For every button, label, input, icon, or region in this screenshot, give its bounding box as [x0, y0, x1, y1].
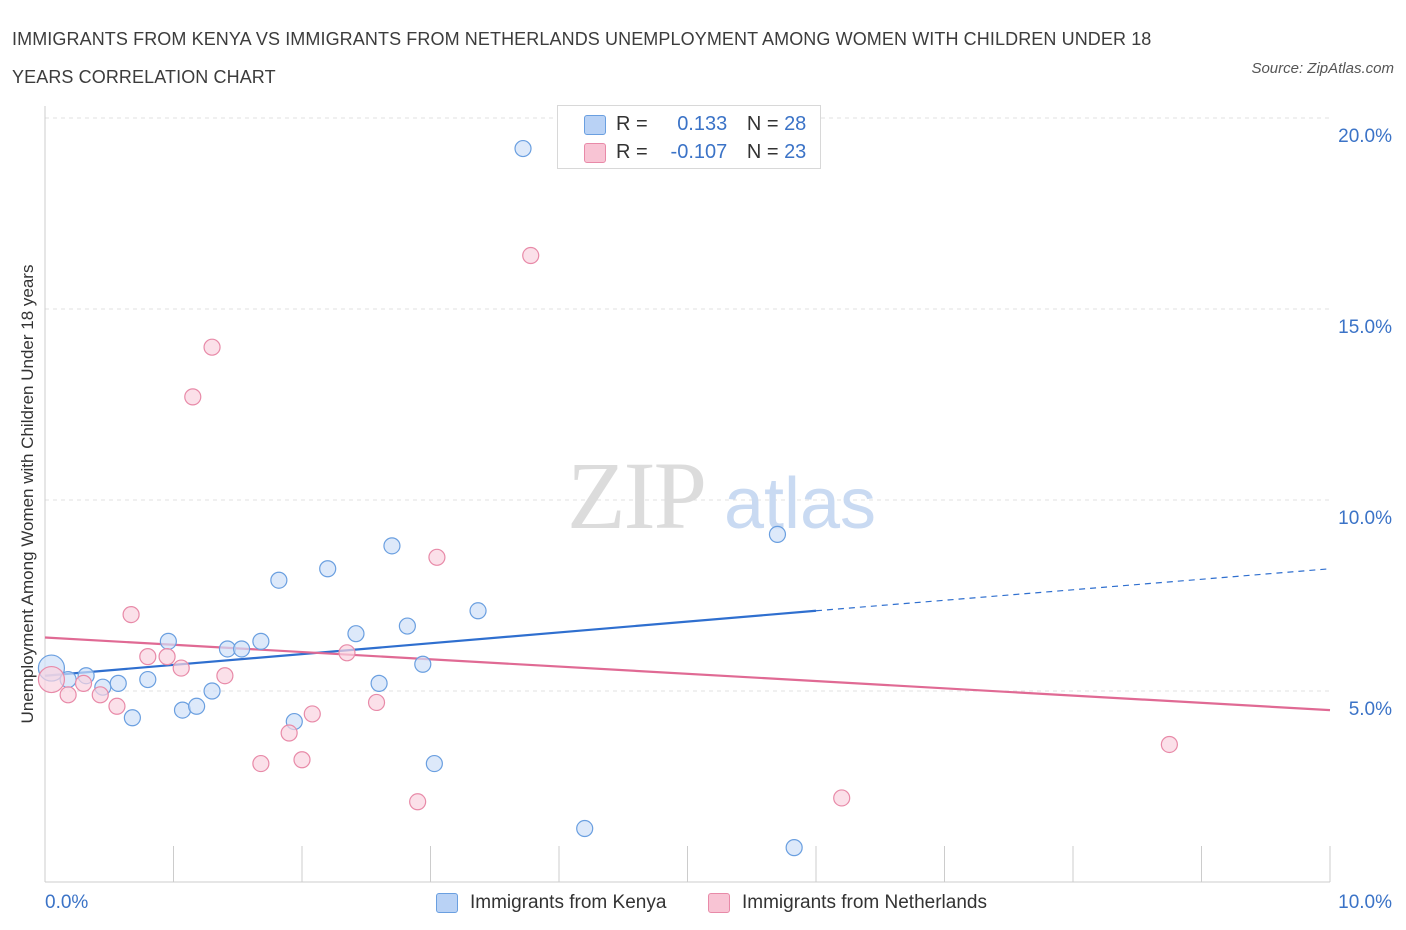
- source-label: Source: ZipAtlas.com: [1251, 60, 1394, 77]
- data-point-netherlands: [216, 667, 234, 685]
- correlation-legend: R = 0.133 N = 28 R = -0.107 N = 23: [557, 105, 821, 169]
- bottom-legend-swatch-kenya: [436, 892, 458, 913]
- legend-n-value: 28: [784, 113, 807, 135]
- bottom-legend-swatch-netherlands: [708, 892, 730, 913]
- data-point-kenya: [319, 560, 337, 578]
- data-point-netherlands: [428, 548, 446, 566]
- bottom-legend-label-kenya: Immigrants from Kenya: [470, 892, 667, 913]
- legend-n-label: N =: [746, 141, 779, 163]
- data-point-kenya: [785, 839, 803, 857]
- data-point-netherlands: [108, 697, 126, 715]
- legend-swatch-netherlands: [584, 142, 606, 163]
- data-point-netherlands: [303, 705, 321, 723]
- legend-swatch-kenya: [584, 114, 606, 135]
- bottom-legend-label-netherlands: Immigrants from Netherlands: [742, 892, 987, 913]
- data-point-kenya: [414, 655, 432, 673]
- data-point-kenya: [123, 709, 141, 727]
- data-point-kenya: [576, 819, 594, 838]
- y-axis-label: Unemployment Among Women with Children U…: [18, 265, 37, 724]
- data-point-kenya: [768, 525, 787, 543]
- chart-title: IMMIGRANTS FROM KENYA VS IMMIGRANTS FROM…: [12, 29, 1152, 87]
- data-point-netherlands: [37, 665, 66, 694]
- data-point-kenya: [425, 754, 443, 773]
- data-point-netherlands: [252, 754, 270, 773]
- data-point-kenya: [173, 701, 192, 719]
- data-point-netherlands: [522, 246, 540, 265]
- watermark-zip: ZIP: [567, 442, 705, 549]
- x-tick-label: 0.0%: [45, 892, 88, 913]
- data-point-kenya: [252, 632, 270, 650]
- legend-row-kenya: R = 0.133 N = 28: [584, 111, 806, 137]
- axes: [44, 106, 1331, 883]
- data-point-kenya: [370, 674, 388, 692]
- x-tick-label: 10.0%: [1338, 892, 1392, 913]
- data-point-kenya: [188, 697, 206, 715]
- legend-row-netherlands: R = -0.107 N = 23: [584, 139, 806, 165]
- data-point-kenya: [203, 682, 221, 700]
- data-points: [37, 139, 1178, 857]
- bottom-legend-netherlands: Immigrants from Netherlands: [708, 890, 987, 916]
- data-point-netherlands: [158, 648, 176, 666]
- data-point-netherlands: [91, 686, 109, 704]
- legend-r-value: 0.133: [677, 113, 728, 135]
- data-point-netherlands: [184, 388, 202, 406]
- data-point-kenya: [398, 617, 416, 635]
- data-point-kenya: [159, 632, 177, 650]
- data-point-netherlands: [338, 644, 356, 662]
- y-tick-label: 5.0%: [1349, 699, 1392, 720]
- data-point-netherlands: [280, 724, 298, 742]
- y-tick-label: 20.0%: [1338, 126, 1392, 147]
- y-tick-label: 10.0%: [1338, 508, 1392, 529]
- y-tick-label: 15.0%: [1338, 317, 1392, 338]
- data-point-kenya: [270, 571, 288, 589]
- watermark: ZIP atlas: [567, 442, 876, 549]
- data-point-netherlands: [833, 789, 851, 807]
- data-point-kenya: [514, 139, 532, 158]
- data-point-netherlands: [367, 693, 386, 712]
- data-point-kenya: [347, 625, 365, 643]
- bottom-legend-kenya: Immigrants from Kenya: [436, 890, 666, 916]
- legend-n-value: 23: [784, 141, 807, 163]
- data-point-netherlands: [74, 674, 93, 692]
- watermark-atlas: atlas: [724, 464, 876, 544]
- data-point-kenya: [233, 640, 251, 658]
- data-point-netherlands: [59, 686, 77, 704]
- data-point-kenya: [109, 674, 127, 692]
- data-point-netherlands: [203, 338, 221, 356]
- data-point-kenya: [469, 602, 487, 620]
- data-point-kenya: [383, 537, 401, 555]
- data-point-netherlands: [1160, 735, 1178, 754]
- data-point-netherlands: [122, 605, 140, 624]
- data-point-kenya: [139, 670, 157, 689]
- data-point-netherlands: [139, 648, 157, 666]
- grid-lines: [45, 117, 1330, 692]
- legend-n-label: N =: [746, 113, 779, 135]
- data-point-netherlands: [293, 751, 311, 769]
- trend-line-extension-0: [815, 568, 1331, 612]
- data-point-netherlands: [172, 659, 190, 677]
- legend-r-label: R =: [616, 141, 648, 163]
- legend-r-label: R =: [616, 113, 648, 135]
- data-point-netherlands: [409, 793, 427, 811]
- tick-labels: 5.0% 10.0% 15.0% 20.0% 0.0% 10.0%: [45, 126, 1392, 913]
- legend-r-value: -0.107: [670, 141, 728, 163]
- trend-lines: [44, 568, 1331, 712]
